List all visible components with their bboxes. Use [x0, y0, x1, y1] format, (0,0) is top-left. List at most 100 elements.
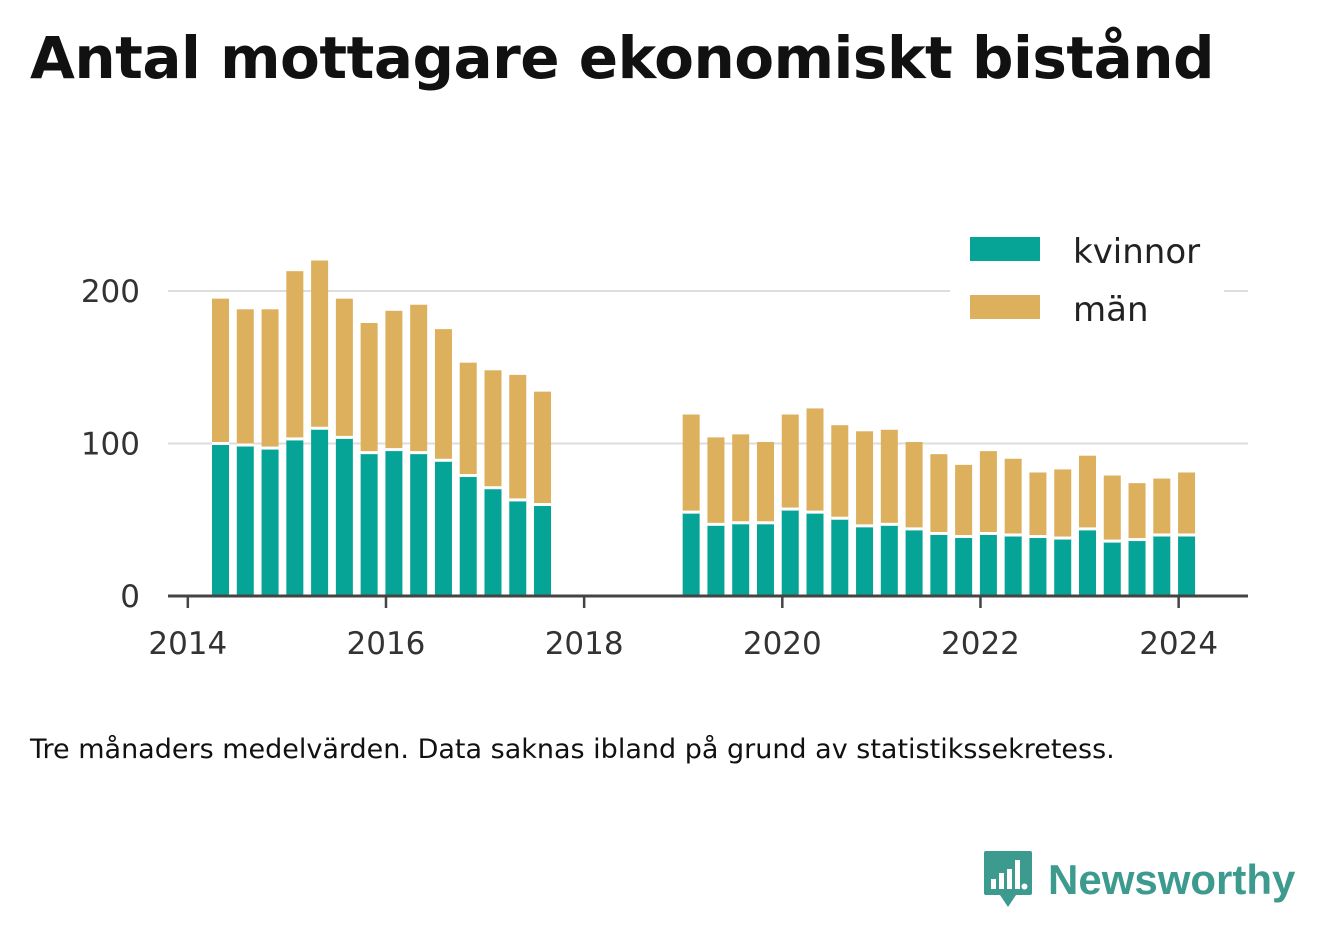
- legend-swatch-män: [970, 295, 1040, 319]
- x-tick-label-2018: 2018: [545, 626, 624, 662]
- bar-kvinnor-5: [335, 437, 353, 596]
- bar-separator-10: [459, 474, 477, 478]
- bar-män-30: [1078, 455, 1096, 528]
- bar-separator-5: [335, 435, 353, 439]
- bar-separator-14: [682, 510, 700, 514]
- bar-kvinnor-32: [1128, 539, 1146, 596]
- bar-män-12: [509, 374, 527, 499]
- bar-kvinnor-22: [880, 524, 898, 596]
- legend: kvinnor män: [950, 226, 1224, 346]
- bar-separator-32: [1128, 538, 1146, 542]
- bar-kvinnor-26: [979, 533, 997, 596]
- bar-kvinnor-10: [459, 475, 477, 596]
- bar-kvinnor-27: [1004, 535, 1022, 596]
- legend-swatch-kvinnor: [970, 237, 1040, 261]
- bar-män-22: [880, 429, 898, 523]
- bar-kvinnor-20: [831, 518, 849, 596]
- bar-män-19: [806, 408, 824, 511]
- bar-kvinnor-2: [261, 448, 279, 596]
- bar-män-20: [831, 425, 849, 517]
- bar-separator-12: [509, 498, 527, 502]
- x-tick-label-2022: 2022: [941, 626, 1020, 662]
- bar-män-29: [1054, 469, 1072, 537]
- bar-separator-2: [261, 446, 279, 450]
- bar-separator-0: [212, 442, 230, 445]
- bar-män-34: [1178, 472, 1196, 534]
- x-tick-label-2024: 2024: [1139, 626, 1218, 662]
- bar-separator-26: [979, 531, 997, 535]
- y-tick-label-200: 200: [81, 274, 140, 310]
- bar-kvinnor-3: [286, 438, 304, 596]
- bar-separator-3: [286, 437, 304, 441]
- bar-kvinnor-23: [905, 528, 923, 596]
- bar-separator-20: [831, 516, 849, 520]
- brand-logo: Newsworthy: [982, 848, 1295, 912]
- bar-kvinnor-11: [484, 487, 502, 596]
- bar-separator-13: [534, 503, 552, 506]
- bar-separator-33: [1153, 533, 1171, 537]
- bar-män-16: [732, 434, 750, 522]
- bar-kvinnor-13: [534, 504, 552, 596]
- bar-separator-19: [806, 510, 824, 514]
- bar-kvinnor-28: [1029, 536, 1047, 596]
- bar-män-5: [335, 298, 353, 436]
- bar-män-24: [930, 454, 948, 532]
- y-tick-label-100: 100: [81, 427, 140, 463]
- bar-kvinnor-15: [707, 524, 725, 596]
- bar-separator-21: [856, 524, 874, 528]
- bar-män-9: [434, 329, 452, 459]
- bar-män-0: [212, 298, 230, 443]
- bar-kvinnor-33: [1153, 535, 1171, 596]
- bar-separator-29: [1054, 536, 1072, 540]
- y-tick-labels: 0 100 200: [81, 274, 140, 615]
- bar-män-18: [781, 414, 799, 508]
- bar-män-23: [905, 441, 923, 528]
- legend-label-kvinnor: kvinnor: [1073, 232, 1200, 272]
- y-tick-label-0: 0: [120, 579, 140, 615]
- bar-män-11: [484, 370, 502, 487]
- bar-män-31: [1103, 475, 1121, 540]
- bar-kvinnor-18: [781, 509, 799, 596]
- chart-title: Antal mottagare ekonomiskt bistånd: [30, 24, 1215, 92]
- bar-kvinnor-9: [434, 460, 452, 596]
- bar-kvinnor-4: [311, 428, 329, 596]
- bar-kvinnor-21: [856, 525, 874, 596]
- bar-kvinnor-7: [385, 449, 403, 596]
- chart-bubble-icon: [984, 851, 1032, 907]
- bar-män-28: [1029, 472, 1047, 536]
- bar-separator-30: [1078, 527, 1096, 531]
- bar-män-10: [459, 362, 477, 475]
- bar-män-1: [236, 309, 254, 444]
- bar-separator-1: [236, 443, 254, 447]
- x-axis: [168, 594, 1248, 608]
- bar-separator-24: [930, 531, 948, 535]
- bar-män-2: [261, 309, 279, 447]
- bar-separator-15: [707, 522, 725, 526]
- bar-kvinnor-34: [1178, 535, 1196, 596]
- brand-name: Newsworthy: [1048, 856, 1296, 903]
- bar-kvinnor-1: [236, 445, 254, 596]
- bar-män-7: [385, 310, 403, 449]
- bar-män-15: [707, 437, 725, 523]
- x-tick-label-2014: 2014: [148, 626, 227, 662]
- bar-män-27: [1004, 458, 1022, 534]
- bar-separator-4: [311, 426, 329, 430]
- bar-kvinnor-19: [806, 512, 824, 597]
- bar-män-21: [856, 431, 874, 525]
- bar-kvinnor-16: [732, 522, 750, 596]
- bar-separator-9: [434, 458, 452, 462]
- bar-kvinnor-17: [756, 522, 774, 596]
- bar-separator-22: [880, 522, 898, 526]
- bar-separator-18: [781, 507, 799, 511]
- bar-separator-31: [1103, 539, 1121, 543]
- bar-separator-23: [905, 527, 923, 531]
- bar-kvinnor-8: [410, 452, 428, 596]
- bar-separator-34: [1178, 533, 1196, 537]
- bar-separator-28: [1029, 535, 1047, 539]
- bar-kvinnor-29: [1054, 538, 1072, 596]
- legend-label-män: män: [1073, 290, 1149, 330]
- bar-kvinnor-24: [930, 533, 948, 596]
- bar-män-26: [979, 451, 997, 532]
- bar-män-14: [682, 414, 700, 511]
- bar-separator-17: [756, 521, 774, 525]
